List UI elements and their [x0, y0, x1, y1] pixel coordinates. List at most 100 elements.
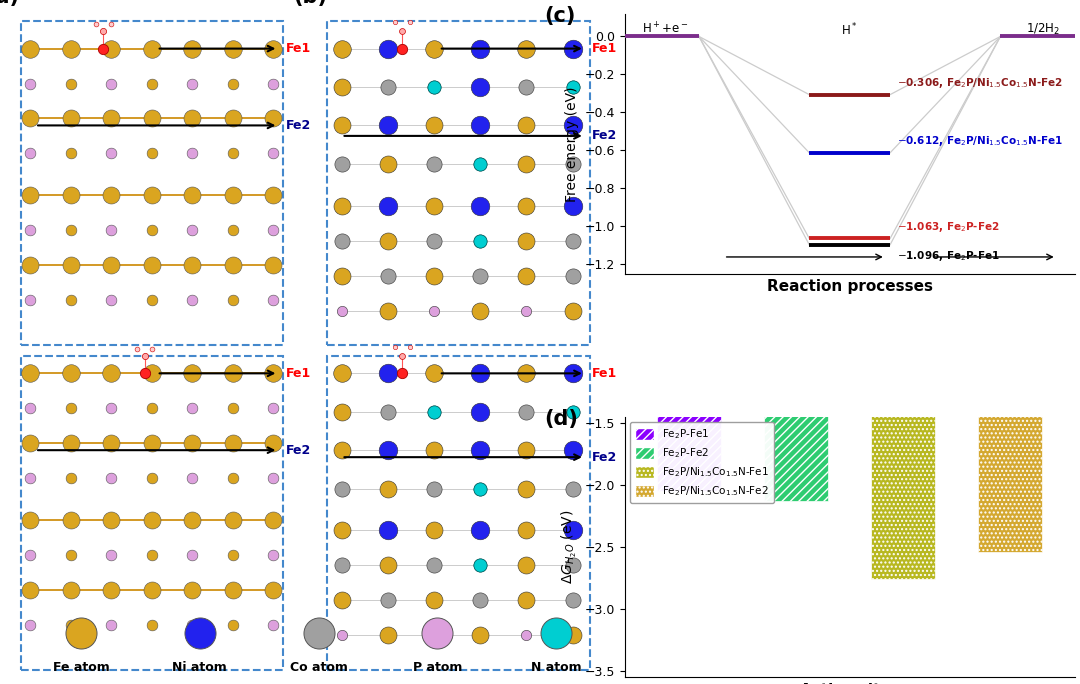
Point [564, 81, 581, 92]
Point [22, 438, 39, 449]
Point [379, 445, 396, 456]
Point [103, 403, 120, 414]
Text: Fe2: Fe2 [285, 119, 311, 132]
Point [517, 595, 535, 606]
Text: (b): (b) [293, 0, 327, 7]
Point [144, 295, 161, 306]
Point [225, 225, 242, 236]
Point [379, 159, 396, 170]
Point [265, 113, 282, 124]
Point [564, 120, 581, 131]
Point [517, 525, 535, 536]
Point [333, 305, 350, 316]
Point [472, 483, 489, 494]
Point [144, 225, 161, 236]
Point [22, 189, 39, 200]
Point [564, 368, 581, 379]
Point [265, 78, 282, 89]
Point [517, 630, 535, 641]
Point [472, 43, 489, 54]
Point [63, 260, 80, 271]
Point [472, 368, 489, 379]
Point [63, 295, 80, 306]
Text: (a): (a) [0, 0, 19, 7]
Text: Fe2: Fe2 [285, 444, 311, 457]
Point [22, 295, 39, 306]
Point [517, 43, 535, 54]
Point [379, 483, 396, 494]
Point [225, 619, 242, 630]
Point [333, 159, 350, 170]
Point [401, 17, 418, 28]
Point [472, 235, 489, 246]
Text: Fe atom: Fe atom [53, 661, 109, 674]
Point [426, 406, 443, 417]
Point [379, 630, 396, 641]
Point [472, 81, 489, 92]
Point [144, 260, 161, 271]
Point [426, 595, 443, 606]
Point [184, 403, 201, 414]
Y-axis label: Free energy (eV): Free energy (eV) [565, 86, 579, 202]
Point [265, 43, 282, 54]
Point [225, 514, 242, 525]
Point [429, 627, 446, 638]
Text: H$^*$: H$^*$ [841, 21, 858, 38]
Point [225, 78, 242, 89]
Point [401, 342, 418, 353]
Point [184, 473, 201, 484]
Point [63, 473, 80, 484]
Point [225, 43, 242, 54]
Point [225, 189, 242, 200]
Point [472, 560, 489, 571]
Point [426, 630, 443, 641]
Point [426, 445, 443, 456]
Point [379, 406, 396, 417]
Point [144, 514, 161, 525]
Point [191, 627, 208, 638]
Point [265, 260, 282, 271]
Point [225, 403, 242, 414]
Point [379, 305, 396, 316]
Point [136, 368, 153, 379]
Point [564, 406, 581, 417]
Point [310, 627, 327, 638]
Point [472, 630, 489, 641]
Point [225, 260, 242, 271]
Point [333, 560, 350, 571]
Point [95, 26, 112, 37]
Point [333, 483, 350, 494]
Point [472, 483, 489, 494]
Point [225, 148, 242, 159]
Point [426, 368, 443, 379]
Point [333, 270, 350, 281]
Point [184, 189, 201, 200]
Point [63, 619, 80, 630]
Point [63, 113, 80, 124]
Legend: Fe$_2$P-Fe1, Fe$_2$P-Fe2, Fe$_2$P/Ni$_{1.5}$Co$_{1.5}$N-Fe1, Fe$_2$P/Ni$_{1.5}$C: Fe$_2$P-Fe1, Fe$_2$P-Fe2, Fe$_2$P/Ni$_{1… [630, 422, 774, 503]
Point [63, 78, 80, 89]
Point [333, 200, 350, 211]
Bar [872, 237, 935, 579]
Point [265, 438, 282, 449]
Point [95, 43, 112, 54]
Point [333, 43, 350, 54]
Point [265, 584, 282, 595]
Point [63, 225, 80, 236]
Text: (d): (d) [544, 409, 578, 429]
Point [129, 343, 146, 354]
Point [103, 514, 120, 525]
Point [103, 549, 120, 560]
Text: (c): (c) [544, 6, 576, 26]
Point [63, 514, 80, 525]
Point [63, 148, 80, 159]
Point [472, 445, 489, 456]
Point [333, 525, 350, 536]
Point [517, 81, 535, 92]
Point [265, 403, 282, 414]
Point [265, 225, 282, 236]
Point [394, 350, 411, 361]
Point [379, 81, 396, 92]
Point [63, 368, 80, 379]
Point [333, 630, 350, 641]
